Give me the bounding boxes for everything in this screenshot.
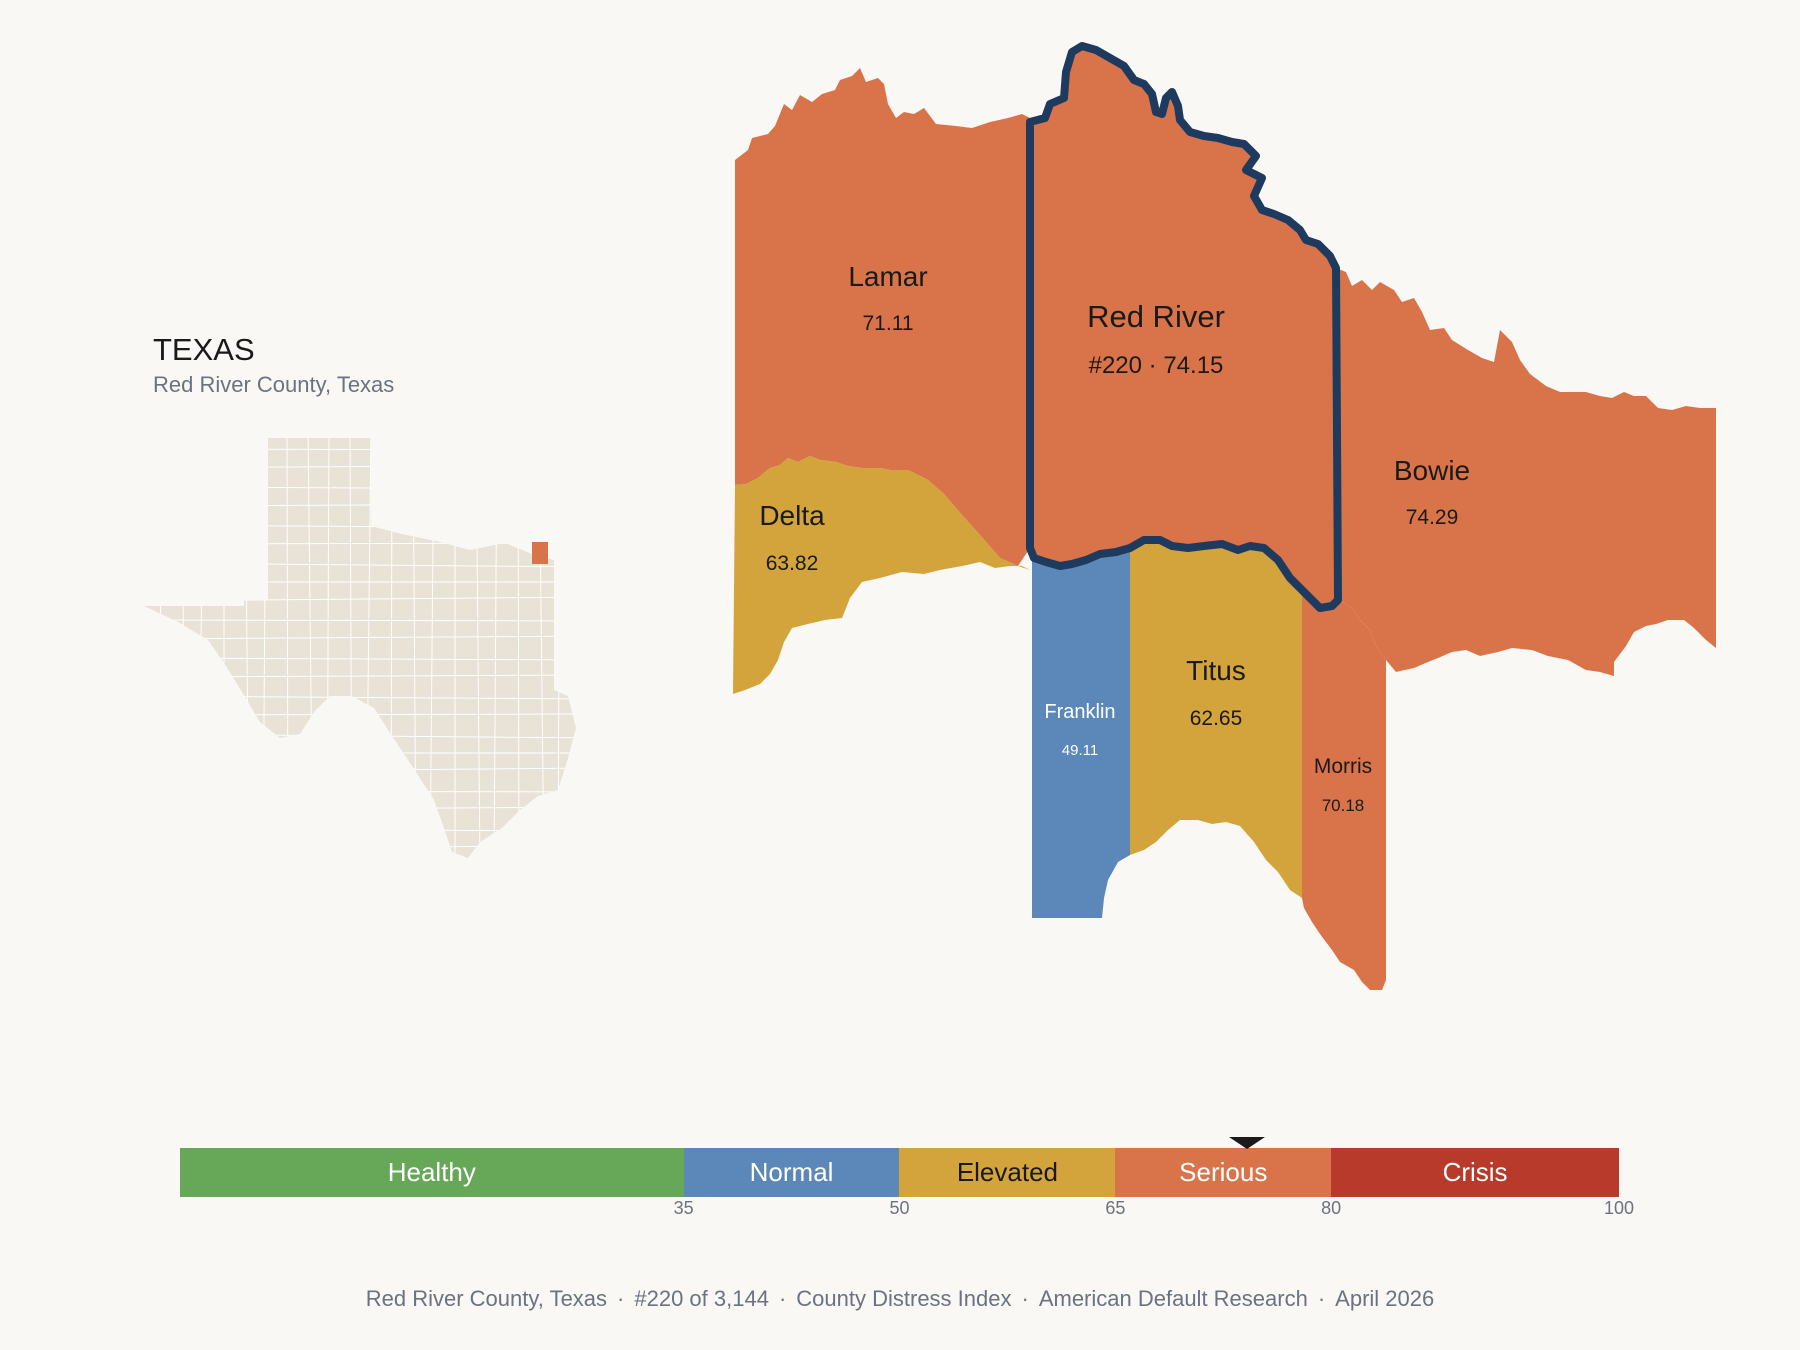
scale-ticks: 35 50 65 80 100	[0, 1198, 1800, 1222]
scale-segment-crisis: Crisis	[1331, 1148, 1619, 1197]
label-morris-name: Morris	[1314, 755, 1372, 778]
footer-rank: #220 of 3,144	[634, 1286, 769, 1311]
county-boundary	[144, 619, 576, 622]
county-subtitle: Red River County, Texas	[153, 372, 395, 397]
scale-segment-serious: Serious	[1115, 1148, 1332, 1197]
red-river-inset-marker	[532, 542, 548, 564]
footer-index-name: County Distress Index	[796, 1286, 1012, 1311]
label-delta-value: 63.82	[766, 552, 819, 575]
label-titus-value: 62.65	[1190, 707, 1243, 730]
footer-county: Red River County, Texas	[365, 1286, 608, 1311]
label-delta-name: Delta	[759, 500, 825, 531]
scale-tick: 100	[1603, 1198, 1635, 1218]
scale-tick: 80	[1321, 1198, 1342, 1218]
county-titus[interactable]	[1130, 540, 1302, 898]
scale-tick: 35	[673, 1198, 694, 1218]
red-river-highlight-outline	[1026, 42, 1342, 612]
county-lamar[interactable]	[735, 68, 1030, 566]
scale-segment-normal: Normal	[683, 1148, 900, 1197]
county-boundary	[144, 635, 576, 640]
state-title: TEXAS	[153, 332, 255, 367]
texas-inset-map	[144, 438, 576, 858]
label-franklin-name: Franklin	[1044, 701, 1115, 723]
scale-segment-elevated: Elevated	[899, 1148, 1116, 1197]
distress-scale-bar: Healthy Normal Elevated Serious Crisis	[180, 1148, 1619, 1197]
label-franklin-value: 49.11	[1062, 742, 1098, 759]
label-lamar-name: Lamar	[848, 261, 927, 292]
footer-date: April 2026	[1335, 1286, 1435, 1311]
scale-tick: 50	[889, 1198, 910, 1218]
label-red-river-value: #220 · 74.15	[1089, 352, 1224, 379]
label-bowie-name: Bowie	[1394, 455, 1470, 486]
current-value-marker	[1229, 1137, 1266, 1149]
county-red-river[interactable]	[1030, 46, 1338, 608]
scale-segment-healthy: Healthy	[180, 1148, 684, 1197]
footer-source: American Default Research	[1038, 1286, 1308, 1311]
footer-credits: Red River County, Texas · #220 of 3,144 · Co…	[365, 1286, 1435, 1311]
label-lamar-value: 71.11	[863, 312, 914, 335]
county-delta[interactable]	[733, 456, 1030, 694]
county-bowie[interactable]	[1336, 268, 1716, 676]
scale-tick: 65	[1105, 1198, 1126, 1218]
label-bowie-value: 74.29	[1406, 506, 1459, 529]
county-morris[interactable]	[1302, 590, 1386, 990]
county-franklin[interactable]	[1032, 548, 1130, 918]
label-red-river-name: Red River	[1087, 299, 1225, 334]
label-morris-value: 70.18	[1322, 796, 1365, 815]
label-titus-name: Titus	[1186, 655, 1246, 686]
